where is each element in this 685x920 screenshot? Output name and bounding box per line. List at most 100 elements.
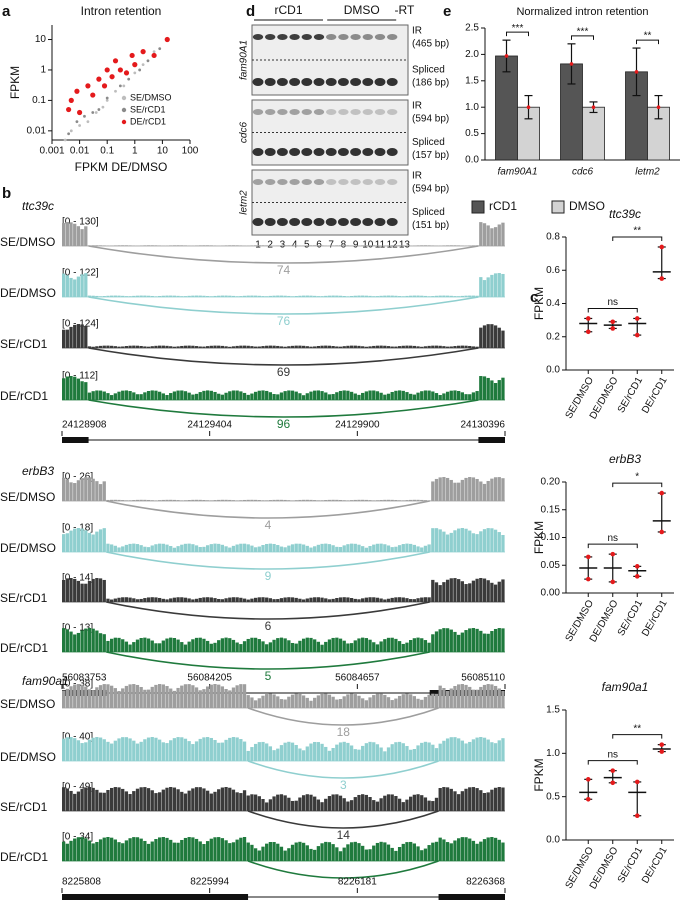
point: [659, 749, 665, 754]
coverage: [394, 850, 398, 861]
coverage: [453, 346, 457, 348]
junction-count: 4: [265, 518, 272, 532]
coverage: [98, 633, 103, 652]
coverage: [401, 802, 405, 811]
coverage: [102, 345, 106, 348]
coverage: [69, 631, 73, 652]
coverage: [501, 579, 505, 602]
coverage: [409, 694, 413, 708]
coverage: [257, 597, 261, 602]
coverage: [239, 391, 243, 400]
coverage: [87, 295, 92, 297]
coverage: [213, 837, 217, 861]
coverage: [231, 295, 236, 297]
coverage: [420, 499, 424, 501]
coverage: [427, 544, 431, 552]
point: [78, 124, 81, 127]
coverage: [349, 842, 354, 861]
coverage: [98, 685, 103, 708]
coverage: [379, 392, 383, 400]
track-range: [0 - 14]: [62, 573, 93, 584]
coverage: [128, 738, 132, 761]
coverage: [298, 640, 302, 652]
band: [252, 148, 264, 156]
coverage: [401, 500, 405, 501]
coverage: [423, 640, 428, 652]
coverage: [124, 791, 129, 811]
coverage: [394, 795, 398, 811]
coverage: [139, 787, 143, 811]
coverage: [220, 345, 225, 348]
coverage: [309, 794, 313, 811]
coverage: [146, 499, 151, 501]
coverage: [335, 295, 339, 297]
coverage: [121, 245, 125, 246]
coverage: [368, 390, 372, 400]
coverage: [301, 695, 306, 708]
coverage: [132, 837, 136, 861]
coverage: [324, 345, 328, 348]
coverage: [301, 544, 306, 552]
coverage: [394, 546, 398, 552]
coverage: [346, 742, 350, 761]
coverage: [301, 842, 306, 861]
y-tick-label: 0.0: [546, 835, 560, 846]
coverage: [457, 245, 461, 246]
coverage: [80, 837, 84, 861]
coverage: [490, 478, 494, 501]
coverage: [320, 743, 324, 761]
coverage: [242, 295, 247, 297]
coverage: [501, 535, 505, 552]
coverage: [324, 746, 328, 761]
coverage: [490, 528, 494, 552]
coverage: [361, 845, 365, 861]
coverage: [143, 787, 147, 811]
group-label: -RT: [395, 3, 415, 17]
coverage: [198, 346, 202, 348]
coverage: [368, 741, 372, 761]
coverage: [290, 296, 295, 297]
coverage: [106, 345, 110, 348]
coverage: [353, 543, 357, 552]
coverage: [198, 738, 202, 761]
coverage: [427, 642, 431, 652]
point: [610, 768, 616, 773]
coverage: [224, 637, 228, 652]
y-tick-label: 0.15: [541, 504, 561, 515]
coverage: [91, 578, 95, 602]
coverage: [121, 546, 125, 552]
coverage: [106, 598, 110, 602]
coverage: [146, 391, 151, 400]
point: [69, 129, 73, 133]
junction-arc: [88, 399, 479, 418]
coverage: [265, 694, 269, 708]
coverage: [409, 393, 413, 400]
coverage: [449, 390, 453, 400]
coverage: [357, 638, 361, 652]
significance-label: ns: [607, 297, 618, 308]
coverage: [464, 743, 468, 761]
band: [337, 78, 349, 86]
coverage: [294, 296, 298, 297]
band: [362, 148, 374, 156]
coverage: [224, 392, 228, 400]
coverage: [117, 637, 121, 652]
coverage: [109, 499, 114, 501]
coverage: [265, 345, 269, 348]
coverage: [442, 245, 446, 246]
coverage: [69, 482, 73, 501]
coverage: [313, 597, 317, 602]
coverage: [294, 597, 298, 602]
coverage: [205, 841, 210, 861]
coverage: [405, 598, 409, 602]
coverage: [379, 345, 383, 348]
coverage: [228, 295, 232, 297]
coverage: [449, 479, 453, 501]
coverage: [109, 638, 114, 652]
coverage: [497, 477, 501, 501]
band: [338, 179, 349, 185]
coverage: [471, 392, 476, 400]
coverage: [117, 346, 121, 348]
junction-arc: [106, 500, 430, 519]
coverage: [386, 499, 391, 501]
